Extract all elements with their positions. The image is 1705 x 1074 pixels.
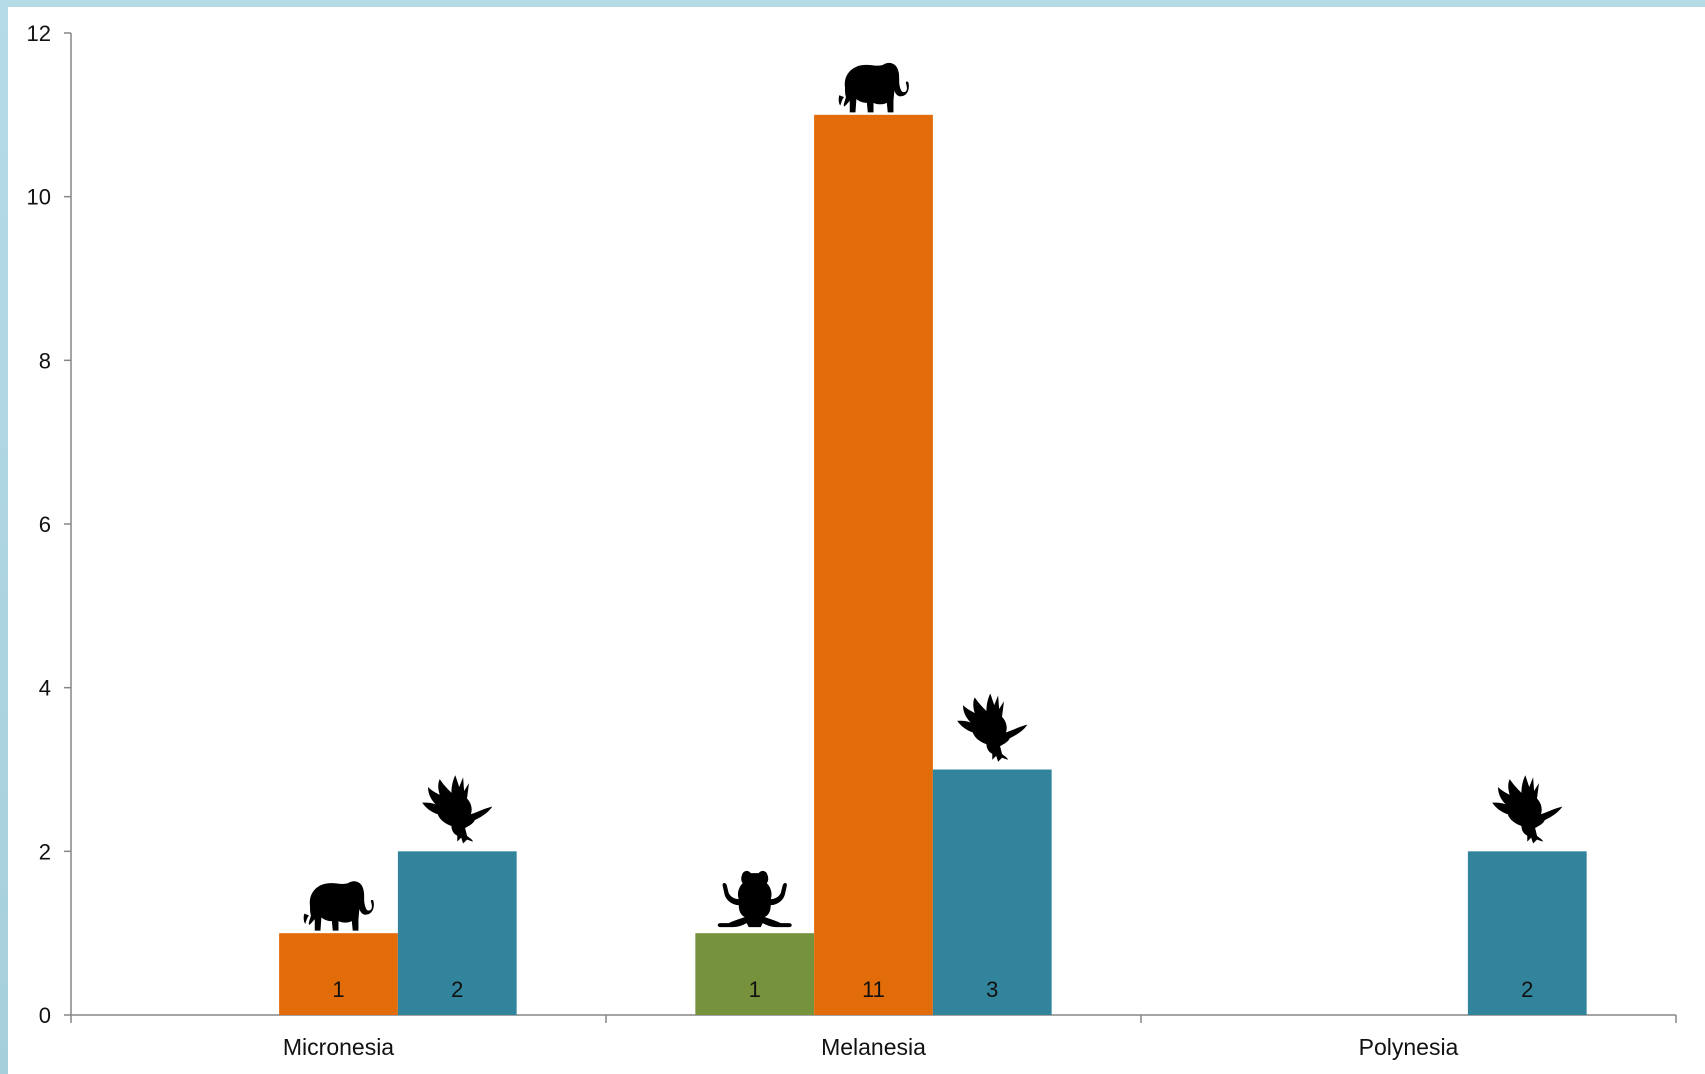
x-tick-label: Melanesia xyxy=(821,1034,926,1060)
eagle-icon xyxy=(422,775,493,844)
data-label: 2 xyxy=(451,977,463,1002)
data-label: 1 xyxy=(749,977,761,1002)
eagle-icon xyxy=(957,693,1028,762)
data-label: 3 xyxy=(986,977,998,1002)
y-tick-label: 6 xyxy=(39,512,51,537)
data-label: 11 xyxy=(862,977,885,1002)
y-tick-label: 10 xyxy=(27,185,51,210)
y-tick-label: 8 xyxy=(39,348,51,373)
eagle-icon xyxy=(1492,775,1563,844)
data-label: 2 xyxy=(1521,977,1533,1002)
frog-icon xyxy=(717,870,792,928)
bar-eagle xyxy=(1467,851,1587,1015)
bar-elephant xyxy=(279,933,398,1015)
elephant-icon xyxy=(303,881,374,931)
y-tick-label: 12 xyxy=(27,21,51,46)
y-tick-label: 4 xyxy=(39,676,51,701)
bar-eagle xyxy=(397,851,517,1015)
bar-elephant xyxy=(814,114,933,1016)
data-label: 1 xyxy=(332,977,344,1002)
y-tick-label: 2 xyxy=(39,839,51,864)
bar-eagle xyxy=(932,769,1052,1015)
elephant-icon xyxy=(838,62,909,113)
bar-frog xyxy=(695,933,815,1015)
x-tick-label: Micronesia xyxy=(283,1034,394,1060)
y-tick-label: 0 xyxy=(39,1003,51,1028)
x-tick-label: Polynesia xyxy=(1359,1034,1459,1060)
